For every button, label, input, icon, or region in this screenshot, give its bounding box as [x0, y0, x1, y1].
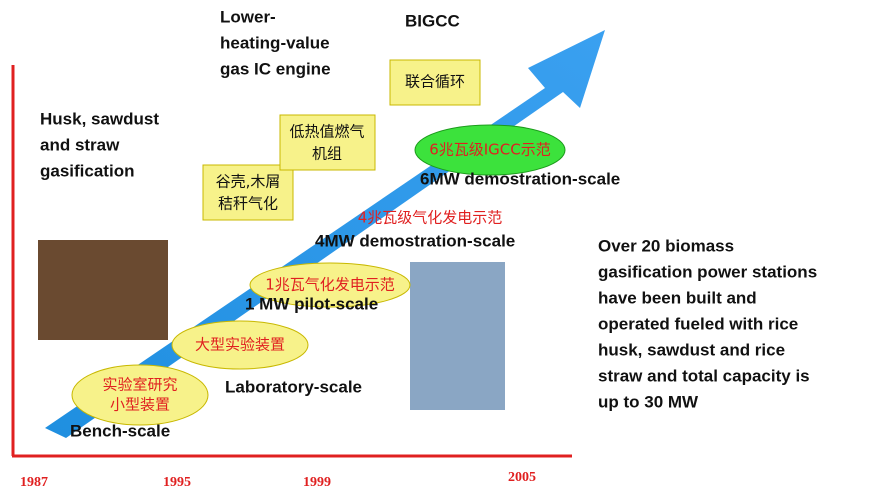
stage-cn: 实验室研究 [102, 376, 177, 394]
year-label: 1999 [303, 475, 331, 490]
diagram: 1987 1995 1999 2005 实验室研究小型装置 Bench-scale 大型实验… [0, 0, 870, 493]
callout-en: heating-value [220, 33, 330, 52]
photo-station [410, 262, 505, 410]
summary-line: up to 30 MW [598, 392, 699, 411]
callout-en: gas IC engine [220, 59, 331, 78]
stage-en: Laboratory-scale [225, 377, 362, 396]
stage-en: 4MW demostration-scale [315, 231, 515, 250]
callout-cn: 机组 [312, 145, 342, 163]
callout-en: BIGCC [405, 11, 460, 30]
summary-line: gasification power stations [598, 262, 817, 281]
page: {"timeline":{"years":["1987","1995","199… [0, 0, 870, 493]
stage-cn: 小型装置 [110, 396, 170, 414]
year-label: 1987 [20, 475, 48, 490]
callout-cn: 联合循环 [405, 73, 465, 91]
summary-line: have been built and [598, 288, 757, 307]
callout-en: gasification [40, 161, 134, 180]
stage-en: Bench-scale [70, 421, 170, 440]
callout-cn: 谷壳,木屑 [216, 173, 281, 191]
stage-en: 1 MW pilot-scale [245, 294, 378, 313]
summary-line: husk, sawdust and rice [598, 340, 785, 359]
year-label: 1995 [163, 475, 191, 490]
summary-line: Over 20 biomass [598, 236, 734, 255]
stage-cn: 6兆瓦级IGCC示范 [429, 141, 551, 159]
callout-en: and straw [40, 135, 120, 154]
callout-en: Lower- [220, 7, 276, 26]
photo-bench [38, 240, 168, 340]
callout-en: Husk, sawdust [40, 109, 159, 128]
year-label: 2005 [508, 470, 536, 485]
stage-cn: 4兆瓦级气化发电示范 [358, 209, 503, 227]
stage-cn: 大型实验装置 [195, 336, 285, 354]
callout-cn: 低热值燃气 [289, 123, 364, 141]
summary-line: operated fueled with rice [598, 314, 798, 333]
callout-cn: 秸秆气化 [218, 195, 278, 213]
stage-cn: 1兆瓦气化发电示范 [265, 276, 395, 294]
stage-en: 6MW demostration-scale [420, 169, 620, 188]
summary-line: straw and total capacity is [598, 366, 810, 385]
